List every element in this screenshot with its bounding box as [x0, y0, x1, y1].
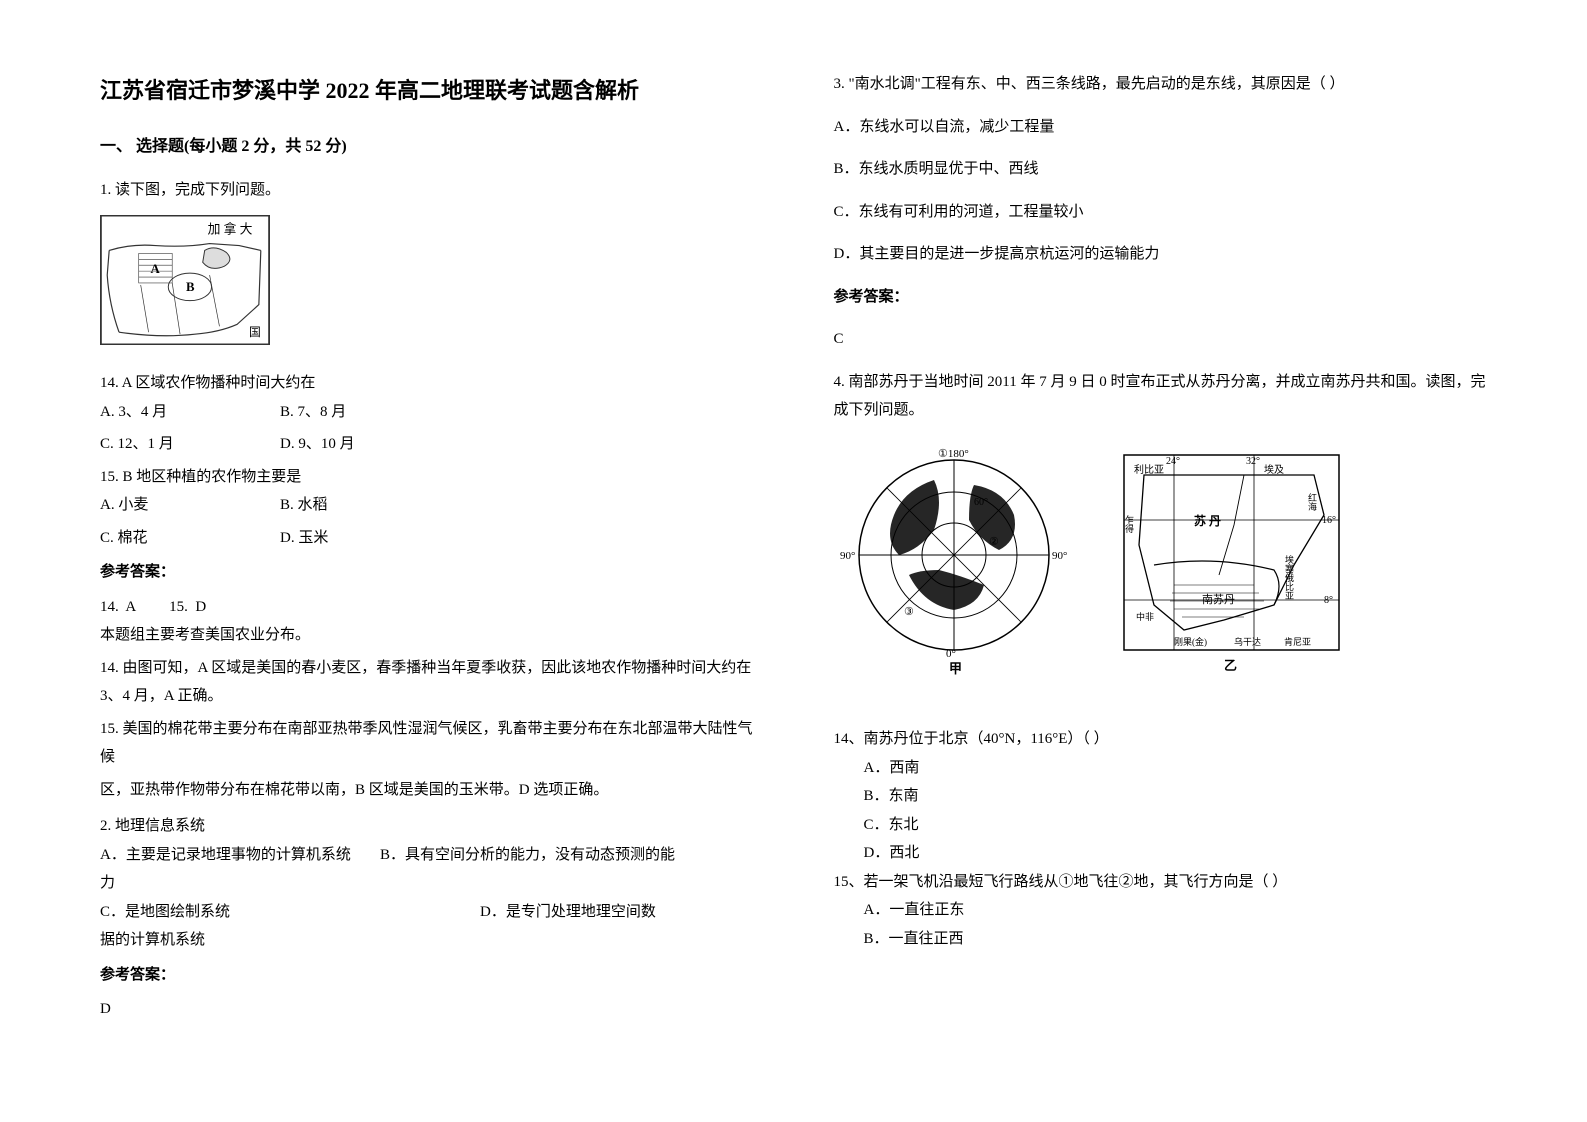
q1-sub15-row2: C. 棉花 D. 玉米 — [100, 524, 754, 553]
q2-row2: C．是地图绘制系统 D．是专门处理地理空间数 — [100, 898, 754, 927]
q1-explain1: 本题组主要考查美国农业分布。 — [100, 621, 754, 650]
q2-optB: B．具有空间分析的能力，没有动态预测的能 — [380, 841, 675, 870]
svg-text:苏 丹: 苏 丹 — [1194, 513, 1221, 528]
q3-optA: A．东线水可以自流，减少工程量 — [834, 113, 1488, 142]
q1-prompt: 1. 读下图，完成下列问题。 — [100, 176, 754, 205]
section-heading: 一、 选择题(每小题 2 分，共 52 分) — [100, 132, 754, 162]
globe-left: ①180° 60° 90° 90° ② ③ 0° 甲 — [840, 448, 1067, 675]
svg-text:②: ② — [989, 536, 999, 548]
q1-map: 加 拿 大 A B 国 — [100, 215, 754, 356]
q3-optC: C．东线有可利用的河道，工程量较小 — [834, 198, 1488, 227]
svg-text:60°: 60° — [974, 497, 988, 508]
q3-answer-heading: 参考答案： — [834, 283, 1488, 312]
q4-maps: ①180° 60° 90° 90° ② ③ 0° 甲 — [834, 445, 1488, 686]
svg-text:南苏丹: 南苏丹 — [1202, 593, 1235, 606]
svg-text:利比亚: 利比亚 — [1134, 464, 1164, 476]
q4-15-optB: B．一直往正西 — [834, 925, 1488, 954]
q4-14-optA: A．西南 — [834, 754, 1488, 783]
q2-prompt: 2. 地理信息系统 — [100, 812, 754, 841]
q1-15-optA: A. 小麦 — [100, 491, 240, 520]
q2-optA: A．主要是记录地理事物的计算机系统 — [100, 841, 380, 870]
q4-14-optD: D．西北 — [834, 839, 1488, 868]
q1-sub15-row1: A. 小麦 B. 水稻 — [100, 491, 754, 520]
globe-africa-svg: ①180° 60° 90° 90° ② ③ 0° 甲 — [834, 445, 1354, 675]
label-usa: 国 — [249, 325, 261, 339]
q1-explain2: 14. 由图可知，A 区域是美国的春小麦区，春季播种当年夏季收获，因此该地农作物… — [100, 654, 754, 711]
q3-optD: D．其主要目的是进一步提高京杭运河的运输能力 — [834, 240, 1488, 269]
svg-text:乙: 乙 — [1224, 658, 1237, 673]
q2-optC: C．是地图绘制系统 — [100, 898, 480, 927]
q1-sub14-row2: C. 12、1 月 D. 9、10 月 — [100, 430, 754, 459]
q3-prompt: 3. "南水北调"工程有东、中、西三条线路，最先启动的是东线，其原因是（ ） — [834, 70, 1488, 99]
svg-text:乍得: 乍得 — [1124, 513, 1134, 532]
svg-text:埃塞俄比亚: 埃塞俄比亚 — [1284, 553, 1294, 599]
q1-explain3: 15. 美国的棉花带主要分布在南部亚热带季风性湿润气候区，乳畜带主要分布在东北部… — [100, 715, 754, 772]
q2-answer: D — [100, 995, 754, 1024]
svg-text:①180°: ①180° — [938, 448, 969, 460]
q1-explain4: 区，亚热带作物带分布在棉花带以南，B 区域是美国的玉米带。D 选项正确。 — [100, 776, 754, 805]
svg-text:甲: 甲 — [949, 661, 962, 675]
sudan-map: 24° 32° 16° 8° 利比亚 埃及 苏 丹 埃塞俄比亚 南苏丹 中非 刚… — [1124, 455, 1339, 673]
label-A: A — [151, 262, 161, 276]
svg-text:90°: 90° — [1052, 550, 1067, 562]
svg-text:0°: 0° — [946, 648, 956, 660]
q1-15-optB: B. 水稻 — [280, 491, 328, 520]
q4-sub14: 14、南苏丹位于北京（40°N，116°E）（ ） — [834, 725, 1488, 754]
q4-14-optC: C．东北 — [834, 811, 1488, 840]
label-B: B — [186, 280, 195, 294]
q2-optD: D．是专门处理地理空间数 — [480, 898, 656, 927]
q4-15-optA: A．一直往正东 — [834, 896, 1488, 925]
q1-14-optD: D. 9、10 月 — [280, 430, 355, 459]
svg-text:中非: 中非 — [1136, 611, 1154, 622]
svg-text:24°: 24° — [1166, 456, 1180, 467]
svg-text:埃及: 埃及 — [1264, 463, 1284, 476]
svg-text:③: ③ — [904, 606, 914, 618]
q1-answer-heading: 参考答案： — [100, 558, 754, 587]
svg-text:8°: 8° — [1324, 595, 1333, 606]
q4-14-optB: B．东南 — [834, 782, 1488, 811]
q3-optB: B．东线水质明显优于中、西线 — [834, 155, 1488, 184]
svg-text:红海: 红海 — [1307, 491, 1317, 511]
svg-text:32°: 32° — [1246, 456, 1260, 467]
q2-optB-cont: 力 — [100, 869, 754, 898]
q1-sub14-row1: A. 3、4 月 B. 7、8 月 — [100, 398, 754, 427]
q1-answers: 14. A 15. D — [100, 593, 754, 622]
svg-text:16°: 16° — [1322, 515, 1336, 526]
q1-15-optD: D. 玉米 — [280, 524, 328, 553]
q3-block: 3. "南水北调"工程有东、中、西三条线路，最先启动的是东线，其原因是（ ） A… — [834, 70, 1488, 354]
q1-sub14: 14. A 区域农作物播种时间大约在 — [100, 369, 754, 398]
svg-text:刚果(金): 刚果(金) — [1174, 636, 1207, 647]
label-canada: 加 拿 大 — [208, 221, 253, 236]
q1-14-optA: A. 3、4 月 — [100, 398, 240, 427]
q1-14-optC: C. 12、1 月 — [100, 430, 240, 459]
svg-text:乌干达: 乌干达 — [1234, 636, 1261, 647]
svg-text:肯尼亚: 肯尼亚 — [1284, 636, 1311, 647]
q4-prompt: 4. 南部苏丹于当地时间 2011 年 7 月 9 日 0 时宣布正式从苏丹分离… — [834, 368, 1488, 425]
right-column: 3. "南水北调"工程有东、中、西三条线路，最先启动的是东线，其原因是（ ） A… — [834, 70, 1488, 1024]
q2-answer-heading: 参考答案： — [100, 961, 754, 990]
q4-sub15: 15、若一架飞机沿最短飞行路线从①地飞往②地，其飞行方向是（ ） — [834, 868, 1488, 897]
q2-row1: A．主要是记录地理事物的计算机系统 B．具有空间分析的能力，没有动态预测的能 — [100, 841, 754, 870]
q1-15-optC: C. 棉花 — [100, 524, 240, 553]
q1-sub15: 15. B 地区种植的农作物主要是 — [100, 463, 754, 492]
usa-map-svg: 加 拿 大 A B 国 — [100, 215, 270, 345]
page-title: 江苏省宿迁市梦溪中学 2022 年高二地理联考试题含解析 — [100, 70, 754, 112]
svg-text:90°: 90° — [840, 550, 855, 562]
q2-optD-cont: 据的计算机系统 — [100, 926, 754, 955]
left-column: 江苏省宿迁市梦溪中学 2022 年高二地理联考试题含解析 一、 选择题(每小题 … — [100, 70, 754, 1024]
q3-answer: C — [834, 325, 1488, 354]
q1-14-optB: B. 7、8 月 — [280, 398, 346, 427]
